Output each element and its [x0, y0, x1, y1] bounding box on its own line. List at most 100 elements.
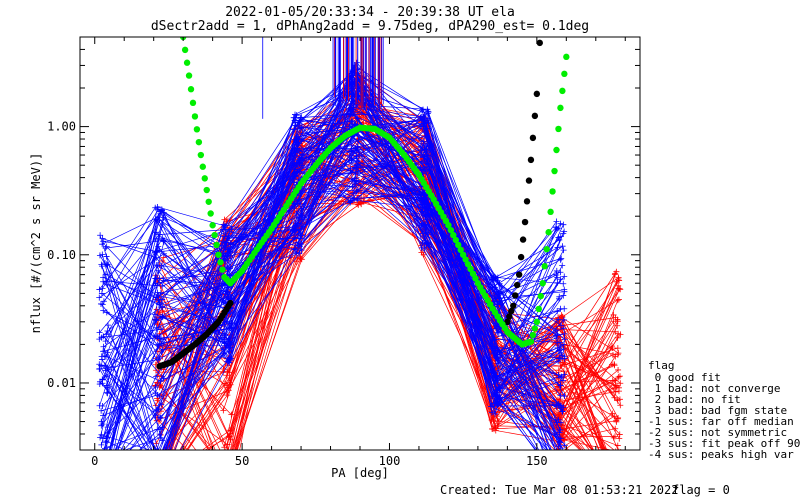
- black-fit-point: [536, 39, 543, 47]
- blue-series-line-61: [106, 64, 557, 450]
- blue-series-point: [561, 228, 568, 235]
- red-series-line-83: [186, 147, 616, 450]
- blue-series-point: [417, 150, 424, 157]
- black-fit-point: [515, 271, 523, 278]
- blue-series-line-92: [105, 92, 557, 450]
- red-series-point: [224, 462, 230, 468]
- blue-series-point: [561, 470, 567, 476]
- blue-series-point: [554, 467, 560, 473]
- blue-series-point: [560, 280, 567, 287]
- blue-series-point: [159, 296, 166, 303]
- axis-layer: 0 50 100 150 1.00 0.10 0.01: [47, 36, 640, 468]
- blue-series-point: [296, 250, 303, 257]
- blue-series-point: [293, 149, 300, 156]
- blue-series-point: [556, 468, 562, 474]
- red-series-point: [160, 486, 166, 492]
- y-axis-label: nflux [#/(cm^2 s sr MeV)]: [29, 153, 43, 334]
- blue-series-point: [97, 473, 103, 479]
- red-series-point: [157, 474, 163, 480]
- blue-series-point: [488, 409, 495, 416]
- red-series-point: [228, 411, 235, 418]
- blue-series-point: [558, 373, 565, 380]
- black-fit-point: [521, 218, 529, 226]
- blue-series-point: [103, 486, 109, 492]
- blue-series-point: [295, 136, 302, 143]
- green-fit-point: [193, 126, 201, 133]
- black-fit-point: [508, 307, 515, 315]
- green-fit-point: [199, 163, 207, 170]
- blue-series-point: [554, 431, 561, 438]
- blue-series-point: [557, 392, 564, 399]
- blue-series-point: [348, 142, 355, 149]
- blue-series-point: [492, 410, 499, 417]
- blue-series-point: [347, 102, 354, 109]
- blue-series-point: [495, 291, 502, 298]
- red-series-point: [611, 271, 618, 278]
- blue-series-point: [353, 164, 360, 171]
- blue-series-point: [102, 439, 109, 446]
- blue-series-point: [347, 198, 354, 205]
- blue-series-point: [557, 382, 564, 389]
- blue-series-point: [554, 339, 561, 346]
- blue-series-point: [290, 175, 297, 182]
- blue-series-point: [153, 262, 160, 269]
- blue-series-point: [158, 453, 164, 459]
- blue-series-point: [556, 438, 563, 445]
- red-series-point: [617, 373, 624, 380]
- green-fit-point: [217, 259, 224, 266]
- fit-layer: [156, 37, 570, 370]
- blue-series-line-66: [101, 113, 556, 450]
- blue-series-line-78: [101, 83, 557, 450]
- blue-series-point: [554, 331, 561, 338]
- red-series-point: [612, 382, 619, 389]
- red-series-point: [224, 392, 231, 399]
- blue-series-point: [102, 482, 108, 488]
- blue-series-point: [561, 273, 568, 280]
- blue-series-point: [351, 177, 358, 184]
- blue-series-point: [425, 119, 432, 126]
- green-fit-point: [561, 70, 568, 78]
- green-fit-point: [472, 275, 479, 282]
- red-series-point: [612, 328, 619, 335]
- green-fit-point: [529, 331, 537, 339]
- blue-series-point: [160, 214, 167, 221]
- blue-series-point: [154, 392, 161, 399]
- black-fit-point: [523, 198, 531, 205]
- red-series-point: [158, 486, 164, 492]
- blue-series-point: [224, 265, 231, 272]
- blue-series-point: [98, 407, 105, 414]
- blue-series-point: [354, 157, 361, 164]
- blue-series-point: [158, 451, 164, 457]
- footer-flag: flag = 0: [672, 483, 730, 497]
- blue-series-point: [96, 329, 103, 336]
- blue-series-point: [100, 298, 107, 305]
- blue-series-point: [560, 247, 567, 254]
- blue-series-point: [554, 460, 560, 466]
- blue-series-point: [493, 325, 500, 332]
- blue-series-point: [160, 457, 166, 463]
- green-fit-point: [185, 72, 193, 79]
- blue-series-point: [221, 350, 228, 357]
- blue-series-point: [158, 326, 165, 333]
- green-fit-point: [541, 263, 548, 270]
- blue-series-point: [99, 461, 105, 467]
- blue-series-point: [104, 467, 110, 473]
- red-series-point: [223, 486, 229, 492]
- blue-series-point: [554, 474, 560, 480]
- black-fit-point: [510, 302, 517, 309]
- blue-series-point: [424, 110, 431, 117]
- blue-series-point: [291, 245, 298, 252]
- blue-series-point: [103, 243, 110, 250]
- blue-series-point: [104, 477, 110, 483]
- red-series-point: [617, 466, 623, 472]
- blue-series-point: [348, 156, 355, 163]
- blue-series-point: [100, 343, 107, 350]
- blue-series-point: [419, 239, 426, 246]
- blue-series-point: [555, 234, 562, 241]
- black-fit-point: [506, 313, 513, 320]
- red-series-point: [560, 368, 567, 375]
- red-series-point: [617, 331, 624, 338]
- blue-series-point: [424, 155, 431, 162]
- blue-series-point: [562, 451, 568, 457]
